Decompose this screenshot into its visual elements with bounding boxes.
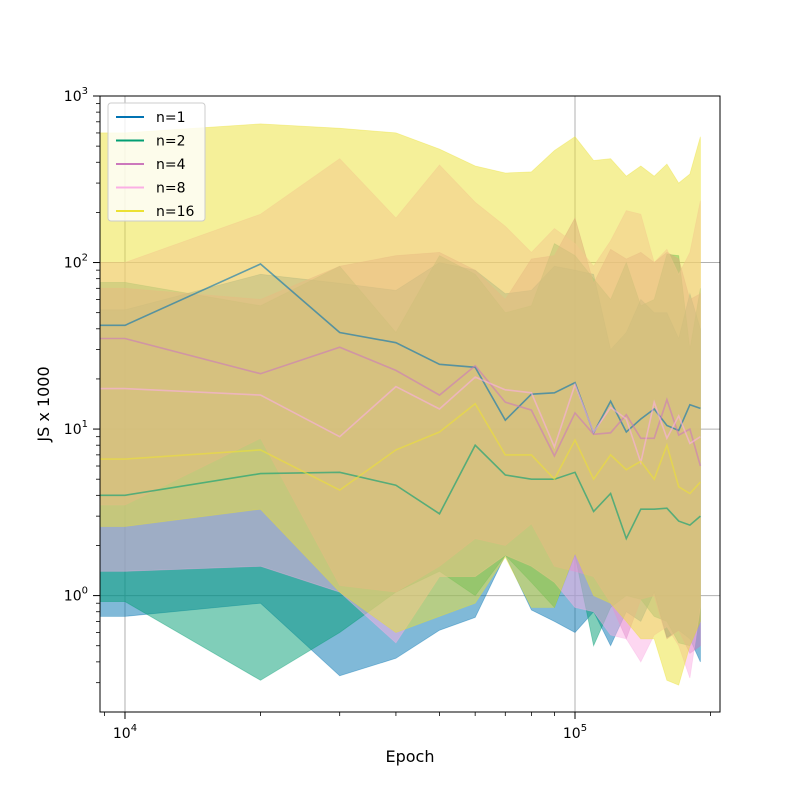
y-tick-label: 103	[64, 86, 88, 105]
x-tick-label: 104	[113, 723, 137, 742]
legend-label: n=2	[156, 134, 186, 150]
legend-label: n=8	[156, 181, 186, 197]
y-tick-exponent: 2	[82, 253, 88, 264]
y-tick-label: 100	[64, 586, 88, 605]
y-tick-exponent: 0	[82, 586, 88, 597]
y-tick-base: 10	[64, 589, 82, 605]
x-tick-label: 105	[563, 723, 587, 742]
legend-box	[107, 102, 206, 222]
x-tick-exponent: 5	[581, 723, 587, 734]
line-n=1	[100, 263, 701, 435]
y-tick-label: 101	[64, 419, 88, 438]
x-tick-exponent: 4	[131, 723, 137, 734]
band-n=16	[100, 123, 701, 686]
confidence-bands	[100, 123, 701, 686]
legend-label: n=4	[156, 157, 186, 173]
y-tick-base: 10	[64, 256, 82, 272]
y-tick-base: 10	[64, 89, 82, 105]
x-tick-base: 10	[113, 726, 131, 742]
y-tick-exponent: 1	[82, 419, 88, 430]
line-n=2	[100, 443, 701, 541]
y-tick-base: 10	[64, 422, 82, 438]
y-tick-exponent: 3	[82, 86, 88, 97]
legend-label: n=16	[156, 204, 195, 220]
y-axis-label: JS x 1000	[34, 366, 53, 442]
y-tick-label: 102	[64, 253, 88, 272]
legend: n=1 n=2 n=4 n=8 n=16	[107, 102, 206, 222]
legend-label: n=1	[156, 110, 186, 126]
line-n=8	[100, 376, 701, 466]
line-n=4	[100, 337, 702, 467]
x-tick-base: 10	[563, 726, 581, 742]
plot-frame	[99, 95, 721, 713]
x-axis-label: Epoch	[386, 747, 435, 766]
line-n=16	[100, 402, 701, 495]
series-lines	[100, 263, 702, 541]
